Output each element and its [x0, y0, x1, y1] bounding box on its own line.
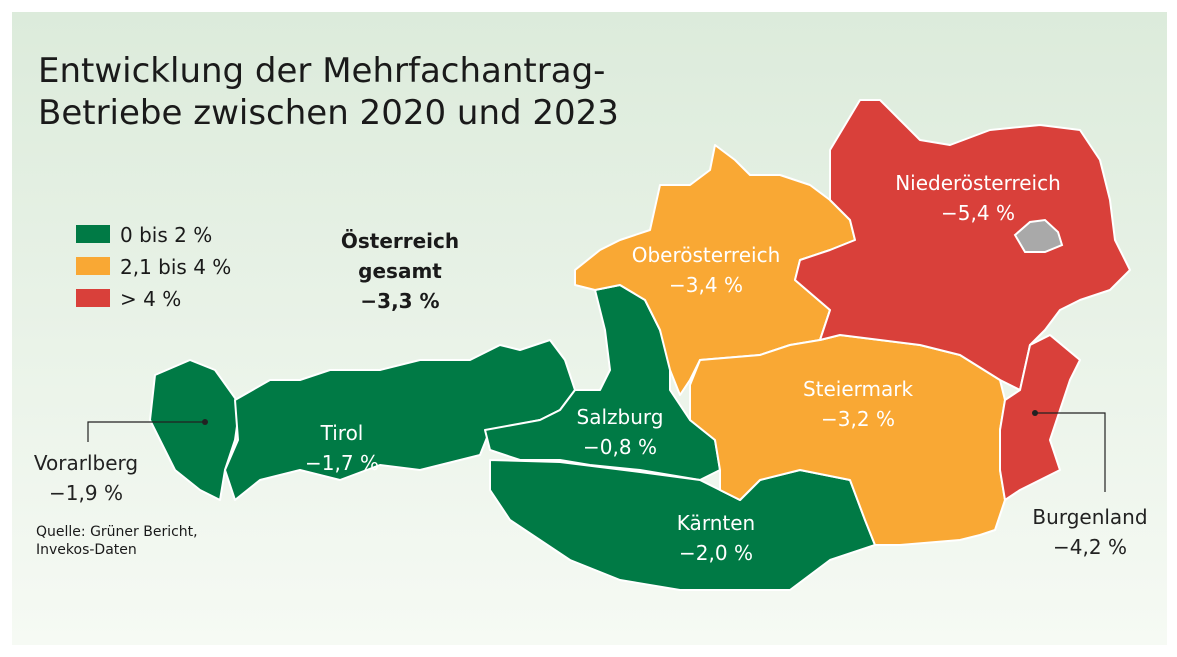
- total-label: gesamt: [358, 259, 442, 283]
- leader-lines: [87, 412, 1106, 492]
- legend-swatch: [76, 225, 110, 243]
- legend-swatch: [76, 257, 110, 275]
- title-line: Betriebe zwischen 2020 und 2023: [38, 93, 619, 133]
- region-name: Kärnten: [677, 511, 755, 535]
- leader-dot: [1032, 410, 1038, 416]
- title-line: Entwicklung der Mehrfachantrag-: [38, 51, 605, 91]
- region-name: Burgenland: [1032, 505, 1147, 529]
- region-value: −5,4 %: [941, 201, 1015, 225]
- source: Quelle: Grüner Bericht,: [36, 524, 198, 540]
- region-name: Tirol: [320, 421, 364, 445]
- leader-line: [1035, 412, 1106, 492]
- source: Invekos-Daten: [36, 542, 137, 558]
- total-value: −3,3 %: [360, 289, 439, 313]
- region-value: −4,2 %: [1053, 535, 1127, 559]
- region-name: Vorarlberg: [34, 451, 138, 475]
- region-value: −3,2 %: [821, 407, 895, 431]
- leader-line: [87, 421, 205, 442]
- leader-dot: [202, 419, 208, 425]
- region-name: Oberösterreich: [632, 243, 781, 267]
- region-value: −2,0 %: [679, 541, 753, 565]
- vienna: [1013, 218, 1064, 253]
- region-burgenland: [999, 334, 1081, 501]
- region-name: Salzburg: [577, 405, 664, 429]
- region-value: −1,9 %: [49, 481, 123, 505]
- region-name: Niederösterreich: [895, 171, 1061, 195]
- region-value: −0,8 %: [583, 435, 657, 459]
- region-name: Steiermark: [803, 377, 914, 401]
- map: [149, 99, 1131, 591]
- region-value: −1,7 %: [305, 451, 379, 475]
- total-label: Österreich: [341, 229, 459, 253]
- legend: 0 bis 2 % 2,1 bis 4 % > 4 %: [76, 223, 231, 311]
- legend-label: > 4 %: [120, 287, 181, 311]
- region-value: −3,4 %: [669, 273, 743, 297]
- legend-label: 0 bis 2 %: [120, 223, 212, 247]
- legend-label: 2,1 bis 4 %: [120, 255, 231, 279]
- legend-swatch: [76, 289, 110, 307]
- region-niederoesterreich: [794, 99, 1131, 391]
